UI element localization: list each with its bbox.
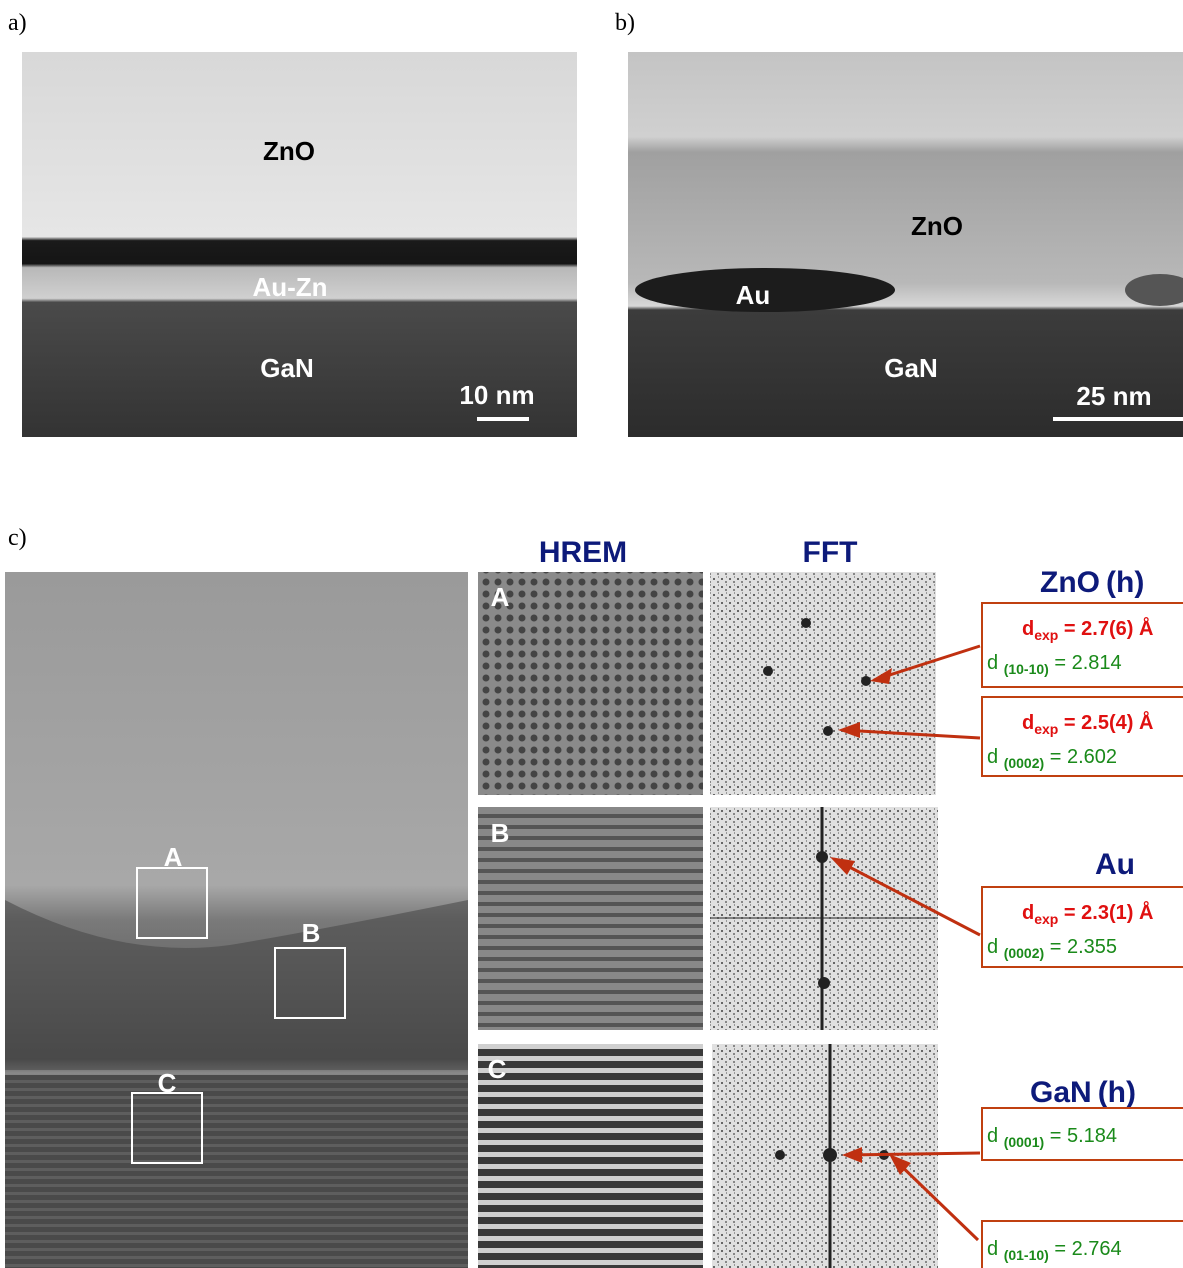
d-subscript: (0002) <box>1004 945 1044 961</box>
d-subscript: exp <box>1034 911 1058 927</box>
phase-title: ZnO(h) <box>1040 566 1144 599</box>
d-symbol: d <box>987 652 1004 674</box>
d-value: = 2.3(1) Å <box>1058 900 1153 924</box>
d-value: = 2.5(4) Å <box>1058 710 1153 734</box>
column-header: HREM <box>539 536 627 569</box>
fft-tile <box>710 572 936 795</box>
region-label: B <box>302 918 321 948</box>
d-symbol: d <box>987 1125 1004 1147</box>
hrem-tile <box>478 572 703 795</box>
panel-label: c) <box>8 525 27 551</box>
d-symbol: d <box>1022 712 1034 734</box>
d-value: = 2.355 <box>1044 936 1117 958</box>
layer-label: Au-Zn <box>252 272 327 302</box>
d-symbol: d <box>987 746 1004 768</box>
phase-name: Au <box>1095 848 1135 881</box>
d-subscript: exp <box>1034 721 1058 737</box>
tile-label: A <box>491 582 510 612</box>
d-value: = 2.814 <box>1049 652 1122 674</box>
phase-name: ZnO <box>1040 566 1100 599</box>
panel-label: a) <box>8 10 27 36</box>
layer-label: Au <box>736 280 771 310</box>
figure: a) ZnO Au-Zn GaN 10 nm b) ZnO Au GaN 25 … <box>0 0 1183 1268</box>
d-subscript: (01-10) <box>1004 1247 1049 1263</box>
d-symbol: d <box>987 936 1004 958</box>
d-subscript: exp <box>1034 627 1058 643</box>
layer-label: ZnO <box>263 136 315 166</box>
phase-suffix: (h) <box>1106 566 1144 599</box>
column-header: FFT <box>803 536 858 569</box>
phase-title: GaN(h) <box>1030 1076 1136 1109</box>
panel-b: b) ZnO Au GaN 25 nm <box>615 10 1183 437</box>
d-symbol: d <box>1022 618 1034 640</box>
tile-label: B <box>491 818 510 848</box>
scale-bar-label: 10 nm <box>459 380 534 410</box>
d-subscript: (0001) <box>1004 1134 1044 1150</box>
hrem-tile <box>478 1044 703 1268</box>
layer-label: GaN <box>260 353 313 383</box>
tile-label: C <box>488 1054 507 1084</box>
d-value: = 5.184 <box>1044 1125 1117 1147</box>
d-value: = 2.602 <box>1044 746 1117 768</box>
region-label: A <box>164 842 183 872</box>
hrem-tile <box>478 807 703 1030</box>
scale-bar-label: 25 nm <box>1076 381 1151 411</box>
panel-a: a) ZnO Au-Zn GaN 10 nm <box>8 10 577 437</box>
d-subscript: (0002) <box>1004 755 1044 771</box>
phase-name: GaN <box>1030 1076 1092 1109</box>
panel-label: b) <box>615 10 635 36</box>
d-symbol: d <box>987 1238 1004 1260</box>
gan-lattice <box>5 1075 468 1268</box>
layer-label: ZnO <box>911 211 963 241</box>
panel-c: c) A B C HREM FFT A B C ZnO(h) Au GaN(h) <box>5 525 1183 1268</box>
layer-label: GaN <box>884 353 937 383</box>
d-symbol: d <box>1022 902 1034 924</box>
d-subscript: (10-10) <box>1004 661 1049 677</box>
d-value: = 2.764 <box>1049 1238 1122 1260</box>
d-value: = 2.7(6) Å <box>1058 616 1153 640</box>
region-label: C <box>158 1068 177 1098</box>
phase-suffix: (h) <box>1098 1076 1136 1109</box>
